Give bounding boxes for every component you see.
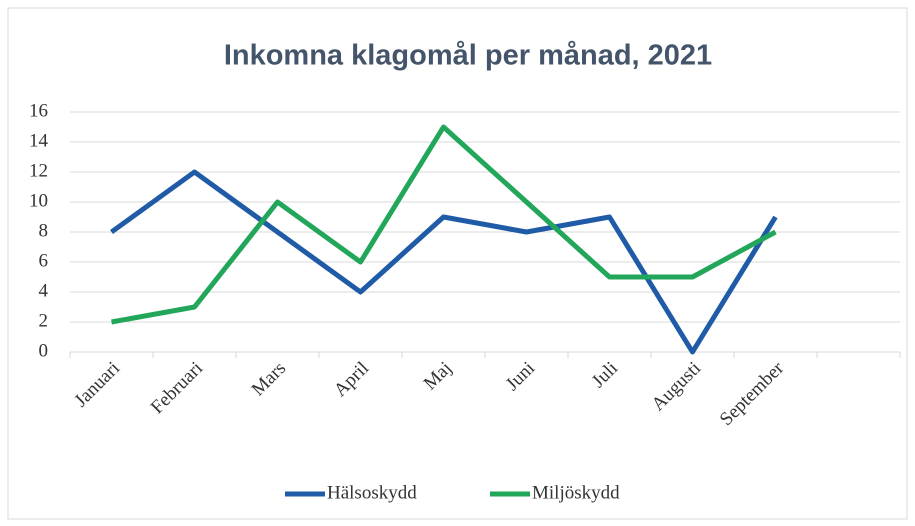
y-tick-label: 4 (39, 280, 49, 301)
y-tick-label: 2 (39, 310, 49, 331)
y-tick-label: 12 (29, 160, 48, 181)
series-line (110, 169, 778, 355)
y-tick-label: 8 (39, 220, 49, 241)
y-tick-label: 6 (39, 250, 49, 271)
chart-title: Inkomna klagomål per månad, 2021 (224, 40, 712, 72)
legend-label: Hälsoskydd (327, 482, 417, 503)
y-tick-label: 16 (29, 100, 48, 121)
y-tick-label: 14 (29, 130, 49, 151)
y-tick-label: 10 (29, 190, 48, 211)
y-tick-label: 0 (39, 340, 49, 361)
chart-border (7, 7, 908, 520)
legend-label: Miljöskydd (532, 482, 620, 503)
series-line (111, 124, 777, 325)
